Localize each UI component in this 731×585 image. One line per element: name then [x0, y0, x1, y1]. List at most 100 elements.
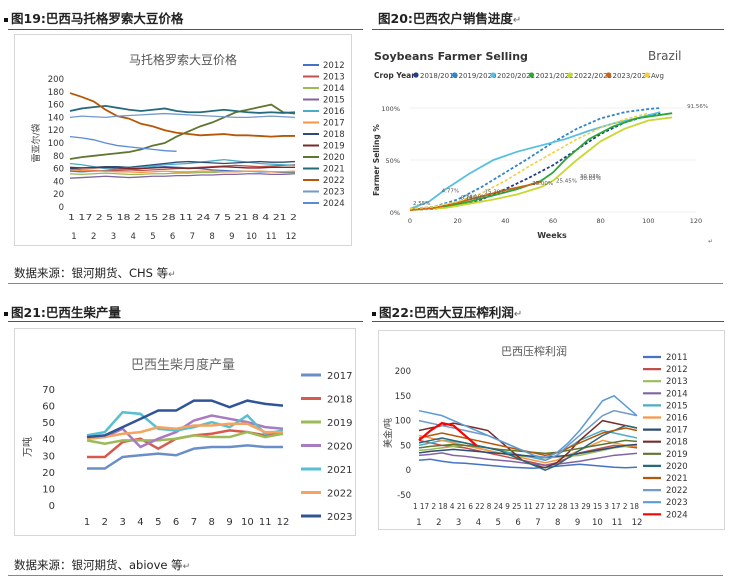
- source-bottom-rule: [8, 575, 723, 576]
- series-line-2021: [418, 427, 638, 457]
- fig20-rule: [372, 29, 724, 30]
- legend-label: 2020: [666, 462, 688, 472]
- return-mark: ↵: [182, 562, 191, 572]
- x-tick-label: 0: [408, 217, 412, 225]
- y-tick-label: -50: [397, 491, 411, 501]
- y-tick-label: 80: [53, 152, 64, 162]
- fig21-chart: 巴西生柴月度产量 0 10 20 30 40 50 60 70 万吨 1 2 3 4 5 6 7 8 9 10 11 12…: [14, 328, 356, 536]
- x-axis-label: Weeks: [537, 231, 567, 240]
- source-top-rule: [8, 283, 723, 284]
- x-tick-label-row2: 2: [91, 232, 96, 242]
- series-line-2023/2024: [409, 180, 542, 211]
- y-tick-label: 180: [48, 88, 64, 98]
- legend-label: 2014: [323, 84, 345, 94]
- series-line-2022/2023: [409, 116, 673, 211]
- series-line-2023: [86, 399, 284, 439]
- legend-label: 2018: [666, 438, 688, 448]
- series-line-2020: [418, 424, 638, 472]
- bullet-icon: [372, 311, 376, 316]
- data-label: 30.03%: [580, 174, 601, 180]
- legend-label: 2019: [666, 450, 688, 460]
- legend-label: Avg: [651, 72, 664, 80]
- fig19-prefix: 图19:: [11, 11, 46, 26]
- series-line-2019/2020: [409, 107, 661, 210]
- y-tick-label: 50: [42, 418, 55, 429]
- x-tick-label: 12: [277, 517, 290, 528]
- y-tick-label: 0%: [390, 209, 400, 217]
- y-tick-label: 60: [53, 165, 64, 175]
- x-tick-label-row2: 1: [416, 518, 421, 528]
- data-label: 91.56%: [687, 104, 708, 110]
- x-tick-label: 40: [501, 217, 509, 225]
- fig22-title-text: 巴西大豆压榨利润: [413, 305, 514, 320]
- x-tick-label-row2: 11: [266, 232, 277, 242]
- legend-label: 2022: [323, 176, 345, 186]
- series-line-2016: [418, 434, 638, 464]
- data-label: 25.45%: [556, 178, 577, 184]
- y-tick-label: 20: [53, 190, 64, 200]
- x-tick-label: 8: [209, 517, 215, 528]
- legend-label: 2020: [327, 442, 352, 453]
- legend-label: 2014: [666, 389, 688, 399]
- x-tick-label-row2: 8: [209, 232, 214, 242]
- fig20-prefix: 图20:: [378, 11, 413, 26]
- legend-swatch: [528, 72, 535, 78]
- x-tick-label: 20: [454, 217, 462, 225]
- fig21-prefix: 图21:: [11, 305, 46, 320]
- y-tick-label: 100: [48, 139, 64, 149]
- return-mark: ↵: [168, 270, 176, 280]
- x-tick-label-row2: 5: [496, 518, 501, 528]
- legend-label: 2012: [666, 365, 688, 375]
- legend-label: 2017: [666, 426, 688, 436]
- y-tick-label: 40: [53, 177, 64, 187]
- x-tick-label-row2: 12: [632, 518, 643, 528]
- y-tick-label: 0: [406, 466, 411, 476]
- series-line-2019: [69, 166, 295, 170]
- legend-label: 2013: [666, 377, 688, 387]
- fig20-svg: Soybeans Farmer Selling Brazil Crop Year 20…: [372, 49, 713, 245]
- y-tick-label: 10: [42, 484, 55, 495]
- legend-label: 2017: [323, 119, 345, 129]
- x-tick-label: 10: [241, 517, 254, 528]
- x-tick-label-row2: 3: [456, 518, 461, 528]
- legend-label: 2018: [327, 395, 352, 406]
- series-line-2024: [418, 421, 478, 447]
- y-tick-label: 0: [49, 501, 55, 512]
- fig19-rule: [8, 29, 363, 30]
- series-line-2017: [87, 444, 283, 470]
- x-tick-label-row2: 7: [535, 518, 540, 528]
- y-axis-label: 万吨: [21, 437, 34, 457]
- series-line-2016: [69, 158, 296, 170]
- y-axis-label: 美金/吨: [382, 418, 394, 448]
- legend-label: 2020/2021: [497, 72, 535, 80]
- bullet-icon: [4, 311, 8, 316]
- y-tick-label: 120: [48, 126, 64, 136]
- chart-title: 马托格罗索大豆价格: [129, 52, 237, 67]
- series-line-2021: [86, 410, 284, 437]
- fig19-chart: 马托格罗索大豆价格 0 20 40 60 80 100 120 140 160 180 200 雷亚尔/…: [14, 34, 352, 246]
- x-tick-label-row2: 10: [246, 232, 257, 242]
- return-mark: ↵: [513, 309, 523, 320]
- series-line-2022: [86, 422, 283, 440]
- source-top-text: 数据来源：银河期货、CHS 等: [14, 266, 169, 280]
- fig20-title-text: 巴西农户销售进度: [412, 11, 513, 26]
- x-tick-label: 60: [549, 217, 557, 225]
- legend-label: 2015: [323, 96, 345, 106]
- y-tick-label: 70: [42, 385, 55, 396]
- source-bottom: 数据来源：银河期货、abiove 等↵: [14, 557, 190, 573]
- x-tick-label-row2: 2: [436, 518, 441, 528]
- legend-label: 2022: [327, 489, 352, 500]
- y-tick-label: 60: [42, 402, 55, 413]
- x-tick-label-row1: 1 17 2 18 4 21 6 22 8 24 9 25 11 27 12 2…: [413, 502, 639, 511]
- legend-label: 2021/2022: [536, 72, 574, 80]
- legend-label: 2024: [666, 510, 688, 520]
- series-line-2023: [418, 394, 638, 459]
- series-line-Avg: [409, 112, 649, 210]
- data-label: 2.55%: [413, 201, 430, 207]
- legend-swatch: [451, 72, 458, 78]
- legend-label: 2022: [666, 486, 688, 496]
- y-tick-label: 200: [48, 75, 64, 85]
- fig21-rule: [8, 321, 363, 322]
- legend-swatch: [567, 72, 573, 78]
